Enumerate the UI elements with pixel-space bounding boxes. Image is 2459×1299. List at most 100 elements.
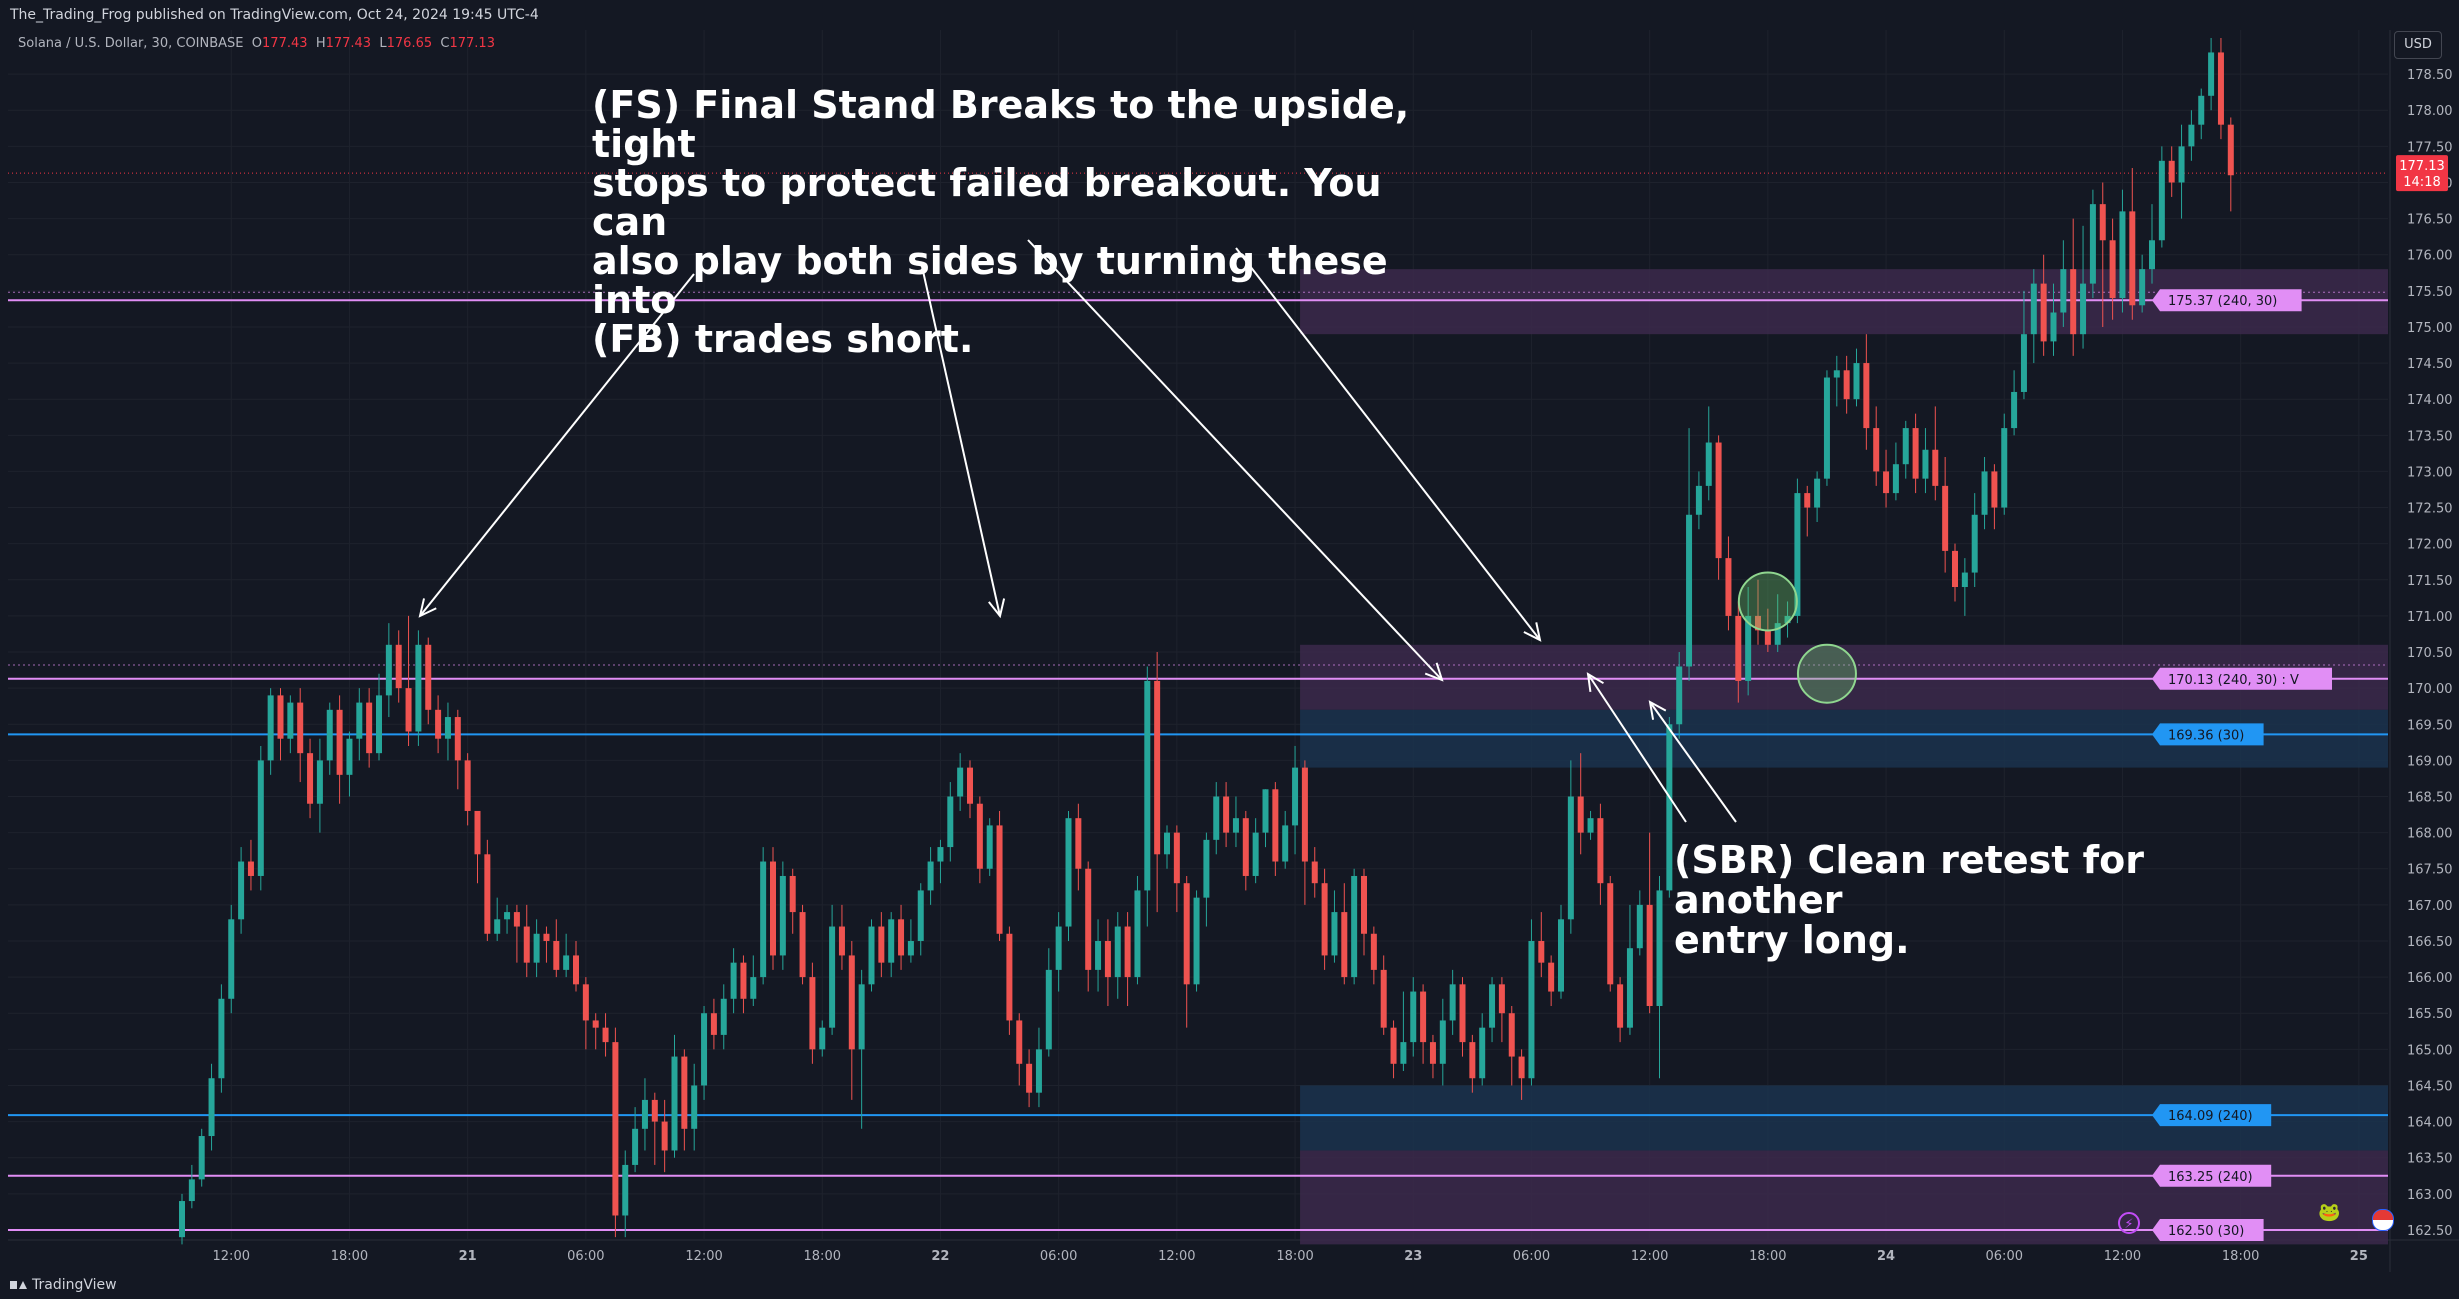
x-tick-label: 18:00 — [1749, 1249, 1786, 1264]
candle-body — [809, 977, 816, 1050]
candle-body — [1193, 897, 1200, 985]
zones — [1300, 269, 2388, 1245]
candle-body — [1134, 890, 1141, 978]
candle-body — [1676, 666, 1683, 725]
level-badge-label: 164.09 (240) — [2168, 1109, 2253, 1124]
candle-body — [996, 825, 1003, 934]
candle-body — [641, 1099, 648, 1129]
candle-body — [376, 695, 382, 754]
candle-body — [573, 955, 579, 985]
candle-body — [1528, 940, 1535, 1079]
candle-body — [1006, 933, 1013, 1021]
candle-body — [346, 738, 353, 775]
candle-body — [523, 926, 530, 963]
x-tick-label: 06:00 — [1986, 1249, 2023, 1264]
candle-body — [533, 933, 540, 963]
candle-body — [2070, 269, 2077, 335]
candle-body — [1558, 919, 1564, 992]
candle-body — [218, 998, 225, 1079]
candle-body — [848, 955, 855, 1050]
x-tick-label: 23 — [1404, 1249, 1422, 1264]
x-tick-label: 06:00 — [1513, 1249, 1550, 1264]
annotation-arrow — [1235, 247, 1541, 641]
candles — [179, 38, 2234, 1245]
candle-body — [1784, 615, 1791, 624]
highlight-circle — [1737, 571, 1798, 632]
candle-body — [1695, 485, 1702, 515]
x-tick-label: 18:00 — [1276, 1249, 1313, 1264]
candle-body — [770, 861, 776, 956]
candle-body — [395, 644, 402, 689]
candle-body — [336, 709, 343, 775]
candle-body — [1321, 883, 1328, 956]
arrows — [418, 239, 1737, 823]
candle-body — [366, 702, 373, 754]
candle-body — [1508, 1013, 1515, 1057]
candle-body — [661, 1121, 668, 1151]
candle-body — [316, 760, 323, 804]
candle-body — [1410, 991, 1417, 1043]
circles — [1737, 571, 1857, 704]
candle-body — [1213, 796, 1220, 840]
candle-body — [484, 854, 491, 934]
y-tick-label: 175.50 — [2407, 285, 2453, 300]
candlestick-chart[interactable]: 162.50 163.00 163.50 164.00 164.50 165.00 165.… — [8, 30, 2459, 1272]
candle-body — [651, 1099, 658, 1122]
candle-body — [454, 717, 461, 761]
candle-body — [1794, 493, 1801, 616]
candle-body — [2050, 312, 2057, 342]
candle-body — [444, 717, 451, 739]
candle-body — [1203, 839, 1210, 898]
chart-frame[interactable]: 162.50 163.00 163.50 164.00 164.50 165.00 165.… — [8, 30, 2459, 1272]
tradingview-logo[interactable]: TradingView — [10, 1277, 117, 1293]
level-badge-label: 170.13 (240, 30) : V — [2168, 673, 2299, 688]
candle-body — [1686, 514, 1693, 667]
y-tick-label: 168.50 — [2407, 791, 2453, 806]
candle-body — [1666, 724, 1673, 891]
y-tick-label: 172.50 — [2407, 502, 2453, 517]
candle-body — [425, 644, 432, 710]
candle-body — [957, 767, 964, 797]
candle-body — [385, 644, 392, 696]
y-tick-label: 171.00 — [2407, 610, 2453, 625]
candle-body — [1390, 1027, 1397, 1064]
candle-body — [1814, 478, 1821, 508]
highlight-circle — [1796, 643, 1857, 704]
candle-body — [1183, 883, 1190, 985]
candle-body — [1104, 940, 1111, 978]
candle-body — [1449, 984, 1456, 1021]
candle-body — [2119, 211, 2126, 299]
candle-body — [1548, 962, 1555, 992]
candle-body — [2188, 124, 2195, 147]
candle-body — [1597, 818, 1604, 884]
candle-body — [1085, 868, 1092, 970]
level-badge — [2152, 723, 2264, 746]
candle-body — [1617, 984, 1624, 1028]
candle-body — [888, 919, 895, 963]
candle-body — [1311, 861, 1318, 884]
last-price-countdown: 14:18 — [2403, 175, 2440, 190]
currency-button[interactable]: USD — [2394, 31, 2442, 59]
candle-body — [247, 861, 254, 876]
candle-body — [829, 926, 836, 1028]
candle-body — [287, 702, 294, 739]
candle-body — [1429, 1042, 1436, 1064]
candle-body — [1341, 912, 1348, 978]
candle-body — [976, 803, 983, 869]
candle-body — [1124, 926, 1131, 978]
candle-body — [612, 1042, 619, 1216]
candle-body — [1636, 904, 1643, 949]
candle-body — [760, 861, 767, 978]
candle-body — [2178, 146, 2185, 183]
annotation-arrowhead — [988, 598, 1006, 619]
candle-body — [937, 847, 944, 862]
y-tick-label: 166.00 — [2407, 971, 2453, 986]
candle-body — [1567, 796, 1574, 920]
lightning-icon[interactable]: ⚡ — [2118, 1212, 2140, 1234]
y-tick-label: 169.50 — [2407, 718, 2453, 733]
footer: TradingView — [0, 1272, 2459, 1299]
candle-body — [1853, 363, 1860, 400]
candle-body — [1626, 948, 1633, 1028]
candle-body — [1715, 442, 1722, 559]
flag-icon[interactable] — [2372, 1209, 2394, 1231]
